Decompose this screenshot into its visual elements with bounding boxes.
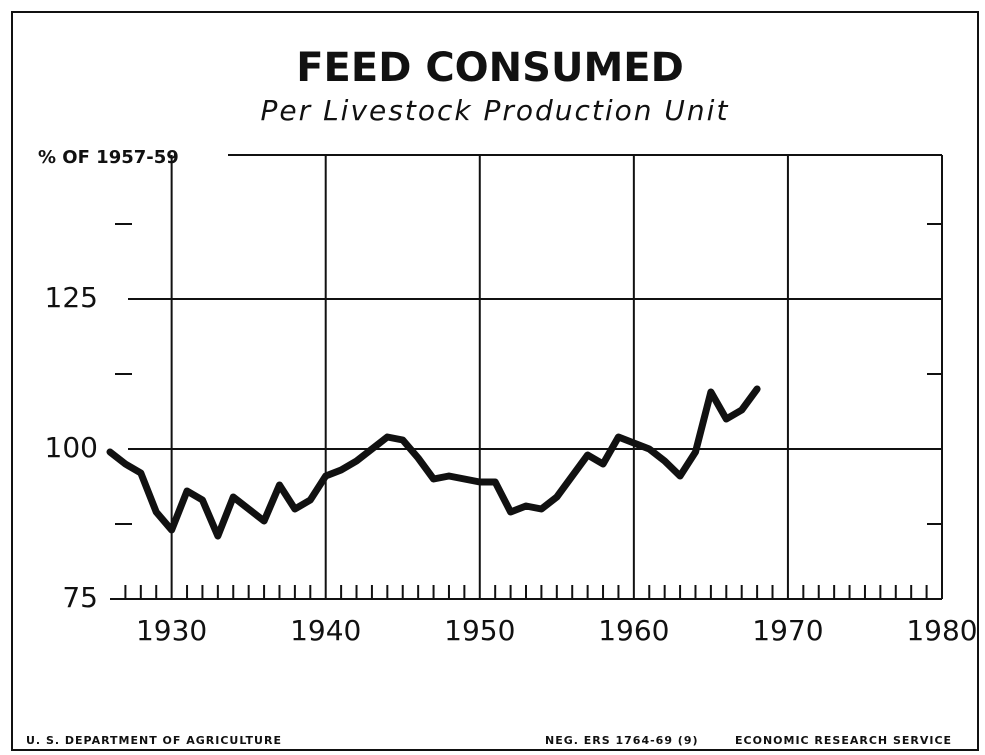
x-tick-label: 1930	[136, 614, 207, 647]
x-tick-label: 1960	[598, 614, 669, 647]
footer-mid: NEG. ERS 1764-69 (9)	[545, 734, 699, 747]
chart-title: FEED CONSUMED	[296, 45, 684, 91]
x-tick-label: 1980	[906, 614, 977, 647]
y-axis-label: % OF 1957-59	[38, 147, 179, 168]
data-line	[106, 385, 761, 540]
x-tick-label: 1940	[290, 614, 361, 647]
chart-subtitle: Per Livestock Production Unit	[261, 94, 730, 127]
footer-right: ECONOMIC RESEARCH SERVICE	[735, 734, 952, 747]
y-tick-label: 125	[45, 281, 98, 314]
y-tick-label: 75	[62, 581, 98, 614]
footer-left: U. S. DEPARTMENT OF AGRICULTURE	[26, 734, 282, 747]
frame	[11, 11, 979, 751]
x-tick-label: 1970	[752, 614, 823, 647]
y-tick-label: 100	[45, 431, 98, 464]
x-tick-label: 1950	[444, 614, 515, 647]
